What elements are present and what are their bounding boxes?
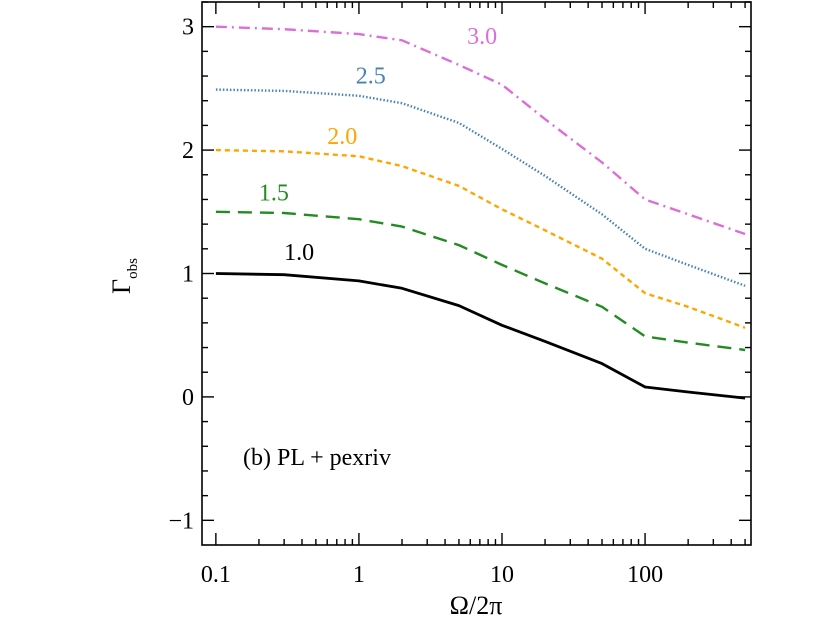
svg-text:Γobs: Γobs	[107, 258, 141, 294]
y-tick-label: 0	[182, 385, 194, 411]
x-tick-label: 1	[353, 562, 365, 588]
series-label-3-0: 3.0	[467, 24, 497, 50]
y-axis-label-sub: obs	[125, 258, 141, 279]
y-tick-label: 1	[182, 262, 194, 288]
series-label-2-0: 2.0	[327, 124, 357, 150]
series-label-2-5: 2.5	[356, 63, 386, 89]
series-line-2-5	[215, 88, 746, 287]
y-tick-label: −1	[168, 508, 194, 534]
series-lines	[215, 25, 746, 400]
x-tick-label: 100	[627, 562, 663, 588]
series-line-1-0	[215, 272, 746, 400]
axis-ticks	[202, 1, 751, 545]
y-tick-label: 2	[182, 138, 194, 164]
series-line-3-0	[215, 25, 746, 236]
tick-labels: 0.1 1 10 100 −1 0 1 2 3	[168, 15, 663, 588]
x-tick-label: 10	[490, 562, 514, 588]
y-axis-label: Γobs	[107, 258, 141, 294]
x-axis-label: Ω/2π	[450, 591, 503, 620]
series-label-1-0: 1.0	[284, 240, 314, 266]
series-label-1-5: 1.5	[259, 181, 289, 207]
y-tick-label: 3	[182, 15, 194, 41]
x-tick-label: 0.1	[201, 562, 231, 588]
series-labels: 1.0 1.5 2.0 2.5 3.0	[259, 24, 497, 266]
y-axis-label-main: Γ	[107, 279, 136, 294]
series-line-2-0	[215, 148, 746, 329]
series-line-1-5	[215, 210, 746, 352]
panel-annotation: (b) PL + pexriv	[243, 445, 391, 471]
